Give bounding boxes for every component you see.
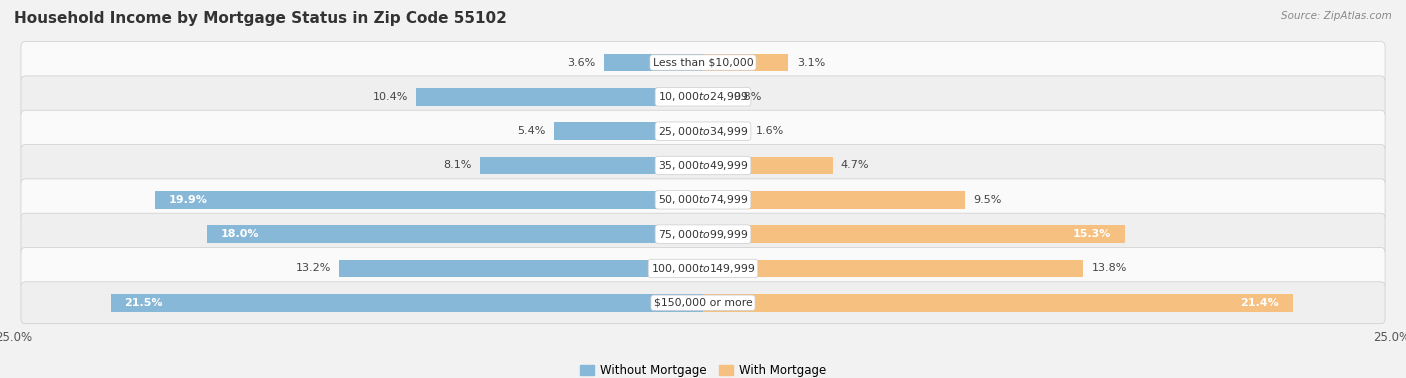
Bar [111, 294, 703, 312]
Text: 10.4%: 10.4% [373, 92, 408, 102]
FancyBboxPatch shape [21, 110, 1385, 152]
Text: 1.6%: 1.6% [755, 126, 783, 136]
Text: $75,000 to $99,999: $75,000 to $99,999 [658, 228, 748, 241]
Text: 8.1%: 8.1% [443, 161, 471, 170]
FancyBboxPatch shape [21, 179, 1385, 221]
FancyBboxPatch shape [21, 213, 1385, 255]
Bar [703, 54, 789, 71]
Bar [207, 225, 703, 243]
Bar [703, 191, 965, 209]
Text: 13.2%: 13.2% [295, 263, 330, 273]
Text: 18.0%: 18.0% [221, 229, 259, 239]
Text: $35,000 to $49,999: $35,000 to $49,999 [658, 159, 748, 172]
Bar [703, 156, 832, 174]
Bar [339, 260, 703, 277]
Text: 21.4%: 21.4% [1240, 298, 1279, 308]
Text: 19.9%: 19.9% [169, 195, 207, 205]
Text: 21.5%: 21.5% [124, 298, 163, 308]
Text: 0.8%: 0.8% [734, 92, 762, 102]
Text: 9.5%: 9.5% [973, 195, 1001, 205]
FancyBboxPatch shape [21, 144, 1385, 186]
FancyBboxPatch shape [21, 282, 1385, 324]
Text: 3.6%: 3.6% [567, 57, 596, 68]
FancyBboxPatch shape [21, 76, 1385, 118]
Text: $100,000 to $149,999: $100,000 to $149,999 [651, 262, 755, 275]
Legend: Without Mortgage, With Mortgage: Without Mortgage, With Mortgage [576, 361, 830, 378]
Bar [703, 260, 1083, 277]
Bar [703, 294, 1292, 312]
FancyBboxPatch shape [21, 42, 1385, 84]
Bar [703, 225, 1125, 243]
Bar [479, 156, 703, 174]
Text: $150,000 or more: $150,000 or more [654, 298, 752, 308]
Text: Source: ZipAtlas.com: Source: ZipAtlas.com [1281, 11, 1392, 21]
Text: $50,000 to $74,999: $50,000 to $74,999 [658, 193, 748, 206]
Text: 5.4%: 5.4% [517, 126, 546, 136]
Text: 13.8%: 13.8% [1091, 263, 1128, 273]
Text: $25,000 to $34,999: $25,000 to $34,999 [658, 125, 748, 138]
Text: $10,000 to $24,999: $10,000 to $24,999 [658, 90, 748, 103]
FancyBboxPatch shape [21, 248, 1385, 290]
Bar [155, 191, 703, 209]
Text: Household Income by Mortgage Status in Zip Code 55102: Household Income by Mortgage Status in Z… [14, 11, 508, 26]
Text: 4.7%: 4.7% [841, 161, 869, 170]
Bar [554, 122, 703, 140]
Text: 3.1%: 3.1% [797, 57, 825, 68]
Text: Less than $10,000: Less than $10,000 [652, 57, 754, 68]
Bar [703, 122, 747, 140]
Bar [603, 54, 703, 71]
Bar [703, 88, 725, 106]
Text: 15.3%: 15.3% [1073, 229, 1111, 239]
Bar [416, 88, 703, 106]
